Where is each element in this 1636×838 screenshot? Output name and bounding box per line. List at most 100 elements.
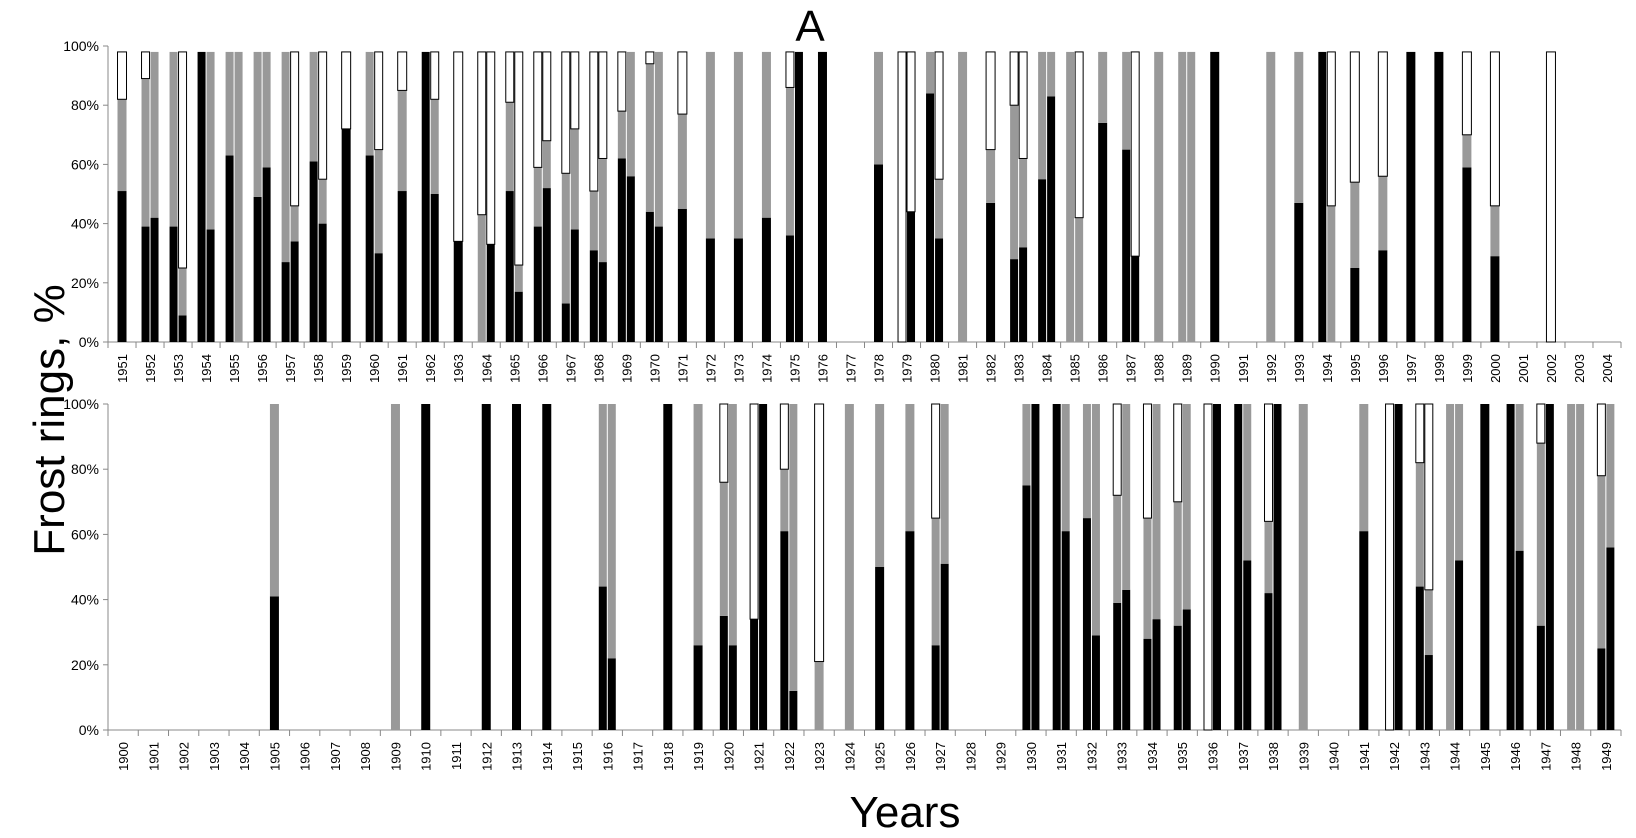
- panel-title: A: [795, 2, 825, 51]
- bar-black-1921: [759, 404, 768, 730]
- x-tick-label: 1983: [1012, 354, 1027, 383]
- bar-black-1962: [421, 51, 430, 343]
- bar-black-1926: [905, 531, 915, 730]
- bar-gray-1955: [234, 51, 243, 343]
- bar-gray-1968: [598, 158, 607, 263]
- bar-black-1905: [269, 596, 279, 730]
- bar-gray-1957: [281, 51, 290, 263]
- x-tick-label: 1942: [1387, 742, 1402, 771]
- bar-black-1994: [1318, 51, 1327, 343]
- bar-gray-1930: [1022, 404, 1031, 486]
- bar-black-1953: [178, 315, 187, 342]
- bar-gray-1962: [430, 99, 439, 194]
- bar-gray-1954: [206, 51, 215, 230]
- x-axis-title: Years: [849, 788, 961, 837]
- x-tick-label: 1953: [171, 354, 186, 383]
- bar-black-1916: [607, 658, 616, 730]
- bar-gray-1920: [728, 404, 737, 646]
- bar-black-1998: [1434, 51, 1444, 343]
- x-tick-label: 1903: [207, 742, 222, 771]
- bar-black-1995: [1350, 268, 1360, 342]
- top-panel: 0% 20% 40% 60% 80% 100% 1951 1952 1953 1954 1955 19…: [63, 38, 1622, 383]
- bar-white-1971: [677, 51, 688, 115]
- x-tick-label: 1905: [267, 742, 282, 771]
- bar-black-1973: [733, 238, 743, 342]
- bar-gray-1944: [1446, 404, 1455, 730]
- bar-black-1965: [505, 191, 514, 342]
- bar-black-1946: [1515, 550, 1524, 730]
- bar-black-1954: [206, 229, 215, 342]
- bar-gray-1971: [677, 114, 687, 209]
- bar-white-1953: [178, 51, 188, 269]
- x-tick-label: 1982: [984, 354, 999, 383]
- bar-black-1930: [1022, 485, 1031, 730]
- bar-black-1935: [1182, 609, 1191, 730]
- bar-gray-1973: [733, 51, 743, 239]
- bar-black-1958: [318, 223, 327, 342]
- bar-white-1923: [814, 403, 825, 663]
- bar-gray-1953: [169, 51, 178, 227]
- x-tick-label: 1936: [1205, 742, 1220, 771]
- bar-black-1970: [645, 211, 654, 342]
- y-tick-label: 20%: [71, 657, 99, 673]
- bar-gray-1916: [598, 404, 607, 587]
- bar-gray-1975: [785, 87, 794, 236]
- bar-gray-1993: [1294, 51, 1304, 203]
- bar-gray-1927: [931, 518, 940, 646]
- bar-black-1922: [789, 690, 798, 730]
- x-tick-label: 1940: [1327, 742, 1342, 771]
- bar-black-1934: [1152, 619, 1161, 730]
- bar-black-1971: [677, 208, 687, 342]
- x-tick-label: 2002: [1544, 354, 1559, 383]
- bar-white-1958: [318, 51, 328, 180]
- bar-white-1933: [1112, 403, 1122, 496]
- bar-white-1975: [785, 51, 795, 88]
- bar-black-1933: [1122, 589, 1131, 730]
- bar-black-1949: [1597, 648, 1606, 730]
- x-tick-label: 1971: [675, 354, 690, 383]
- x-tick-label: 1981: [956, 354, 971, 383]
- bar-black-1949: [1606, 547, 1615, 730]
- bar-white-1938: [1264, 403, 1274, 522]
- y-tick-label: 60%: [71, 156, 99, 172]
- x-tick-label: 1945: [1478, 742, 1493, 771]
- bar-gray-1931: [1061, 404, 1070, 532]
- bar-gray-1957: [290, 205, 299, 242]
- x-tick-label: 1998: [1432, 354, 1447, 383]
- bar-black-1947: [1536, 625, 1545, 730]
- bar-black-1920: [728, 645, 737, 730]
- bar-black-1982: [986, 202, 996, 342]
- x-tick-label: 1990: [1208, 354, 1223, 383]
- bar-gray-1935: [1182, 404, 1191, 610]
- bar-black-1987: [1122, 149, 1131, 342]
- bar-gray-1948: [1576, 404, 1585, 730]
- bar-gray-1933: [1122, 404, 1131, 590]
- bar-black-1969: [617, 158, 626, 342]
- bar-black-1936: [1212, 404, 1221, 730]
- bar-gray-1988: [1154, 51, 1164, 343]
- bar-black-1967: [561, 303, 570, 342]
- bar-white-1966: [533, 51, 543, 168]
- bar-black-1946: [1506, 404, 1515, 730]
- x-tick-label: 1995: [1348, 354, 1363, 383]
- bar-white-1952: [141, 51, 151, 80]
- x-tick-label: 1975: [787, 354, 802, 383]
- bar-white-1920: [719, 403, 729, 483]
- x-tick-label: 1951: [115, 354, 130, 383]
- bar-gray-1966: [542, 140, 551, 189]
- y-tick-label: 100%: [63, 396, 99, 412]
- bar-gray-1995: [1350, 182, 1360, 268]
- x-tick-label: 1925: [873, 742, 888, 771]
- bar-black-1993: [1294, 202, 1304, 342]
- x-tick-label: 1993: [1292, 354, 1307, 383]
- bar-black-1931: [1052, 404, 1061, 730]
- x-tick-label: 1973: [731, 354, 746, 383]
- x-tick-label: 1922: [782, 742, 797, 771]
- bar-black-1959: [341, 128, 351, 342]
- bar-gray-1958: [318, 179, 327, 224]
- x-tick-label: 1957: [283, 354, 298, 383]
- bar-gray-1925: [875, 404, 885, 567]
- bar-gray-1967: [570, 128, 579, 230]
- bar-white-1943: [1424, 403, 1434, 591]
